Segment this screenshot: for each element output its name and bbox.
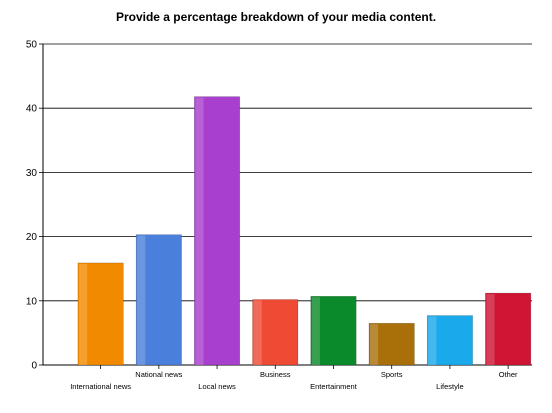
y-tick-label: 50 [26, 40, 38, 51]
chart-title: Provide a percentage breakdown of your m… [115, 10, 437, 24]
x-tick-label: Other [499, 370, 518, 379]
y-tick-label: 30 [26, 168, 38, 179]
bar-highlight [428, 316, 437, 365]
x-tick-label: Sports [381, 370, 403, 379]
bar [485, 292, 532, 366]
x-tick-label: Lifestyle [436, 382, 464, 391]
x-tick-label: Local news [198, 382, 236, 391]
bar-highlight [370, 324, 379, 365]
x-tick-label: International news [70, 382, 131, 391]
bar-highlight [311, 297, 320, 365]
bar [252, 299, 299, 366]
bar [310, 296, 357, 366]
bar [426, 315, 473, 366]
bar [77, 262, 124, 366]
y-tick-label: 10 [26, 296, 38, 307]
bar-highlight [486, 294, 495, 365]
bar-highlight [195, 97, 204, 366]
bar-highlight [137, 235, 146, 365]
y-tick-label: 0 [31, 361, 37, 372]
y-tick-label: 40 [26, 104, 38, 115]
x-tick-label: National news [135, 370, 182, 379]
x-tick-label: Entertainment [310, 382, 358, 391]
bar [368, 322, 415, 366]
y-tick-label: 20 [26, 232, 38, 243]
x-tick-label: Business [260, 370, 291, 379]
bar [135, 234, 182, 366]
bar-highlight [253, 300, 262, 365]
bar-highlight [78, 263, 88, 365]
